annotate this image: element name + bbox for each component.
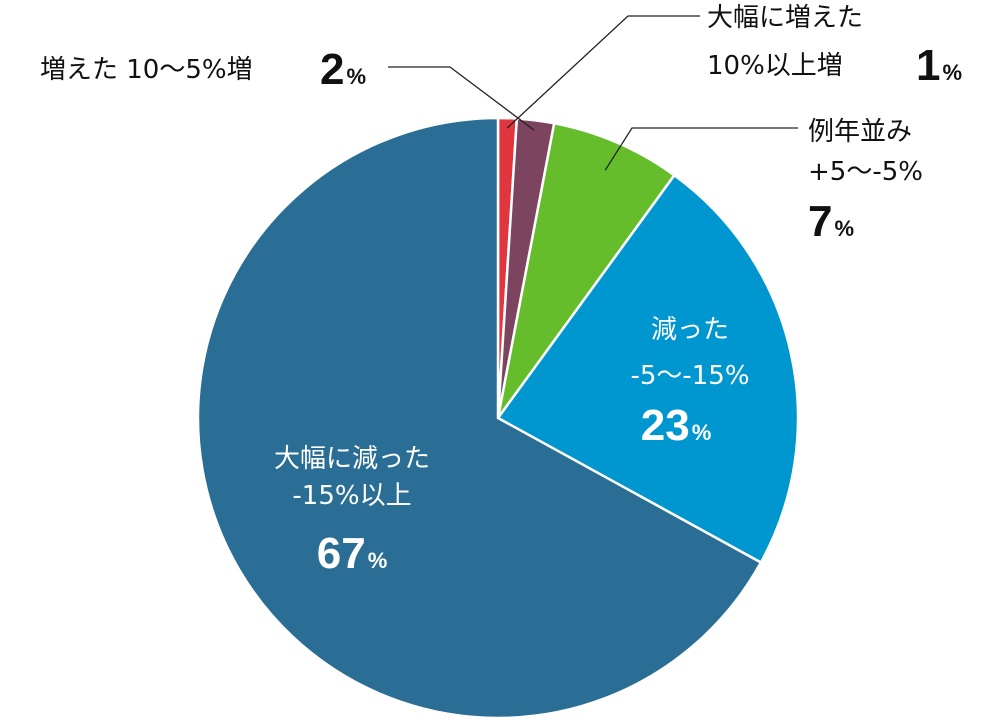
leader-lines xyxy=(388,15,798,171)
slice-decreased_a_lot xyxy=(196,116,763,720)
pie-slices xyxy=(196,116,800,720)
leader-line-increased_a_lot xyxy=(506,15,700,129)
slice-label-decreased_a_lot: 大幅に減った xyxy=(274,444,430,474)
slice-label-increased_a_lot: 大幅に増えた xyxy=(707,3,863,33)
leader-line-same_as_usual xyxy=(604,127,798,171)
slice-range-same_as_usual: +5〜-5% xyxy=(808,157,923,187)
slice-value-increased_a_lot: 1% xyxy=(916,41,962,90)
slice-label-same_as_usual: 例年並み xyxy=(808,117,912,147)
slice-range-decreased_a_lot: -15%以上 xyxy=(292,481,411,511)
slice-decreased xyxy=(496,174,800,564)
slice-label-decreased: 減った xyxy=(651,315,729,345)
leader-line-increased xyxy=(388,66,535,131)
slice-value-increased: 2% xyxy=(320,45,366,94)
slice-value-decreased: 23% xyxy=(641,401,712,450)
slice-range-decreased: -5〜-15% xyxy=(630,361,749,391)
slice-range-increased_a_lot: 10%以上増 xyxy=(707,51,843,81)
slice-label-increased: 増えた 10〜5%増 xyxy=(40,55,253,85)
slice-labels: 大幅に増えた 10%以上増 1% 増えた 10〜5%増 2% 例年並み +5〜-5% 7% 減っ… xyxy=(40,3,962,578)
slice-value-same_as_usual: 7% xyxy=(808,197,854,246)
slice-same_as_usual xyxy=(496,122,676,420)
slice-value-decreased_a_lot: 67% xyxy=(317,529,388,578)
